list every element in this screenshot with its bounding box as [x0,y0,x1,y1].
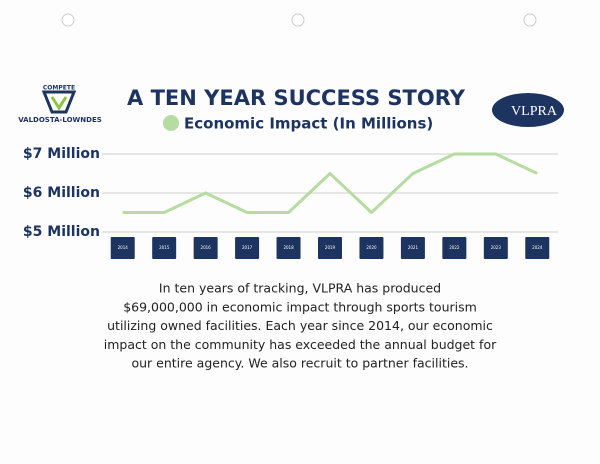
legend-marker [163,115,179,131]
x-tick-label: 2022 [449,245,460,250]
body-text: our entire agency. We also recruit to pa… [131,356,468,371]
y-tick-label: $5 Million [23,224,100,240]
x-tick-label: 2019 [325,245,336,250]
x-tick-label: 2021 [408,245,419,250]
chart-title: A TEN YEAR SUCCESS STORY [127,86,466,110]
x-tick-label: 2014 [118,245,129,250]
binder-hole [61,13,75,27]
x-tick-label: 2016 [201,245,212,250]
body-text: In ten years of tracking, VLPRA has prod… [159,281,441,296]
year-box [193,237,218,259]
data-line [122,152,538,214]
x-tick-label: 2018 [283,245,294,250]
left-logo: COMPETE VALDOSTA-LOWNDES [18,85,102,125]
body-text: $69,000,000 in economic impact through s… [123,299,477,314]
logo-text: VLPRA [511,104,558,119]
logo-text: COMPETE [43,85,75,92]
x-tick-label: 2017 [242,245,253,250]
x-tick-label: 2015 [159,245,170,250]
x-tick-label: 2020 [366,245,377,250]
year-box [359,237,384,259]
year-box [525,237,550,259]
year-box [318,237,342,259]
logo-ellipse [492,93,564,127]
year-box [483,237,508,259]
logo-shield [41,90,77,114]
logo-v [50,96,68,111]
year-box [400,237,425,259]
x-tick-label: 2024 [532,245,543,250]
binder-hole [523,13,537,27]
right-logo: VLPRA [492,93,564,127]
body-text: utilizing owned facilities. Each year si… [107,318,493,333]
binder-hole [291,13,305,27]
logo-text: VALDOSTA-LOWNDES [18,116,102,124]
year-box [235,237,260,259]
legend-label: Economic Impact (In Millions) [184,115,433,133]
year-box [276,237,301,259]
year-box [152,237,177,259]
year-box [110,237,135,259]
year-box [442,237,467,259]
x-tick-label: 2023 [491,245,502,250]
y-tick-label: $6 Million [23,185,100,201]
body-text: impact on the community has exceeded the… [104,337,497,352]
y-tick-label: $7 Million [23,146,100,162]
